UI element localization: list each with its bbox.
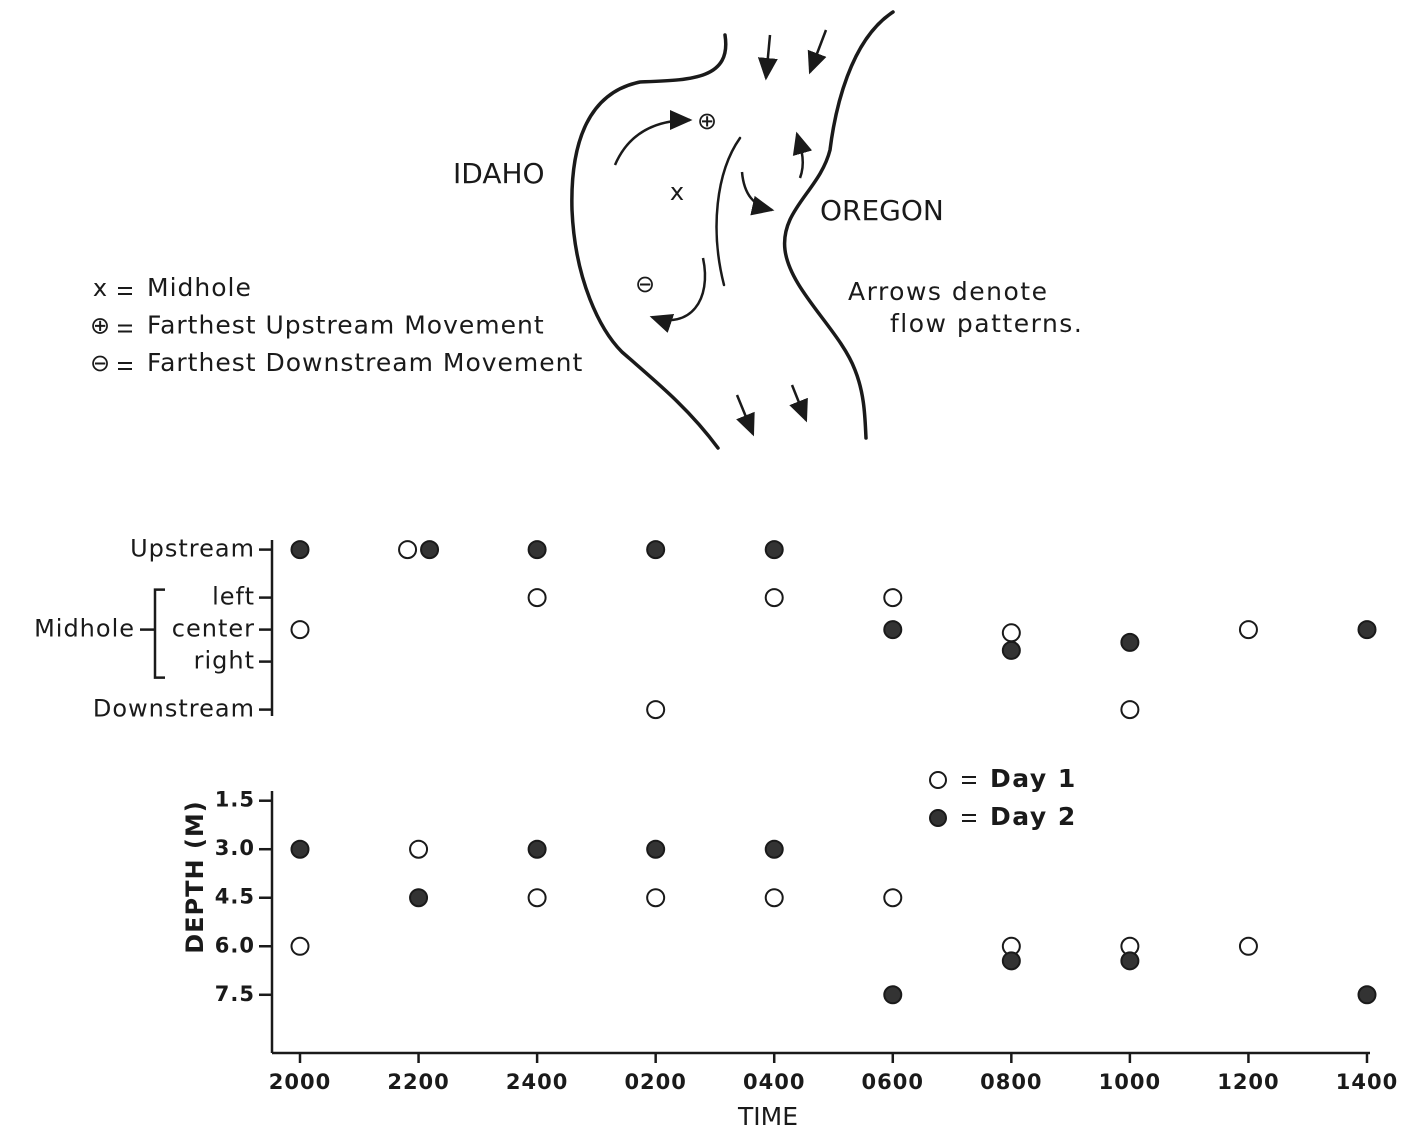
data-point — [764, 839, 784, 859]
data-point — [527, 540, 547, 560]
data-point — [1238, 620, 1258, 640]
state-label: OREGON — [820, 194, 944, 227]
y-tick-label: left — [212, 583, 255, 611]
x-tick-label: 0400 — [743, 1070, 805, 1094]
x-axis-label: TIME — [737, 1102, 798, 1131]
y-tick-label: Upstream — [130, 535, 255, 563]
legend-symbol: ⊕ — [90, 312, 110, 340]
x-tick-label: 2400 — [506, 1070, 568, 1094]
legend-symbol: ⊖ — [90, 349, 110, 377]
data-point — [420, 540, 440, 560]
map-note: Arrows denote — [848, 277, 1048, 306]
x-tick-label: 1400 — [1336, 1070, 1398, 1094]
data-point — [290, 620, 310, 640]
y-tick-label: right — [194, 647, 255, 675]
data-point — [409, 888, 429, 908]
y-axis-label: DEPTH (M) — [181, 800, 209, 954]
data-point — [290, 936, 310, 956]
y-tick-label: 4.5 — [215, 885, 255, 909]
state-label: IDAHO — [453, 157, 545, 190]
map-marker: x — [670, 178, 684, 206]
data-point — [1357, 985, 1377, 1005]
y-tick-label: 1.5 — [215, 788, 255, 812]
map-marker: ⊕ — [697, 107, 717, 135]
data-point — [1357, 620, 1377, 640]
data-point — [883, 985, 903, 1005]
legend-label: Day 1 — [990, 764, 1077, 793]
legend-label: Farthest Downstream Movement — [147, 348, 583, 377]
legend-symbol: x — [93, 274, 107, 302]
data-point — [646, 839, 666, 859]
data-point — [646, 540, 666, 560]
data-point — [398, 540, 418, 560]
data-point — [1238, 936, 1258, 956]
data-point — [527, 888, 547, 908]
data-point — [1001, 623, 1021, 643]
y-tick-label: 6.0 — [215, 933, 255, 957]
y-tick-label: 7.5 — [215, 982, 255, 1006]
map-marker: ⊖ — [635, 270, 655, 298]
legend-marker — [929, 771, 947, 789]
data-point — [883, 620, 903, 640]
group-label: Midhole — [34, 615, 135, 643]
data-point — [883, 588, 903, 608]
y-tick-label: 3.0 — [215, 836, 255, 860]
x-tick-label: 2200 — [387, 1070, 449, 1094]
x-tick-label: 2000 — [269, 1070, 331, 1094]
data-point — [1120, 632, 1140, 652]
data-point — [1120, 700, 1140, 720]
legend-marker — [929, 809, 947, 827]
data-point — [1001, 951, 1021, 971]
data-point — [646, 700, 666, 720]
x-tick-label: 0800 — [980, 1070, 1042, 1094]
map-note: flow patterns. — [890, 309, 1083, 338]
data-point — [290, 540, 310, 560]
legend-label: Midhole — [147, 273, 252, 302]
data-point — [883, 888, 903, 908]
y-tick-label: center — [172, 615, 255, 643]
data-point — [646, 888, 666, 908]
x-tick-label: 0200 — [624, 1070, 686, 1094]
data-point — [290, 839, 310, 859]
data-point — [1120, 951, 1140, 971]
x-tick-label: 0600 — [862, 1070, 924, 1094]
data-point — [764, 888, 784, 908]
data-point — [527, 839, 547, 859]
data-point — [1001, 640, 1021, 660]
legend-label: Day 2 — [990, 802, 1077, 831]
data-point — [409, 839, 429, 859]
data-point — [527, 588, 547, 608]
legend-label: Farthest Upstream Movement — [147, 311, 545, 340]
bracket — [153, 588, 165, 679]
river-map: IDAHO OREGON x ⊕ ⊖ Arrows denote flow pa… — [453, 10, 1083, 450]
x-tick-label: 1200 — [1217, 1070, 1279, 1094]
data-point — [764, 588, 784, 608]
data-point — [764, 540, 784, 560]
y-tick-label: Downstream — [93, 695, 255, 723]
x-tick-label: 1000 — [1099, 1070, 1161, 1094]
